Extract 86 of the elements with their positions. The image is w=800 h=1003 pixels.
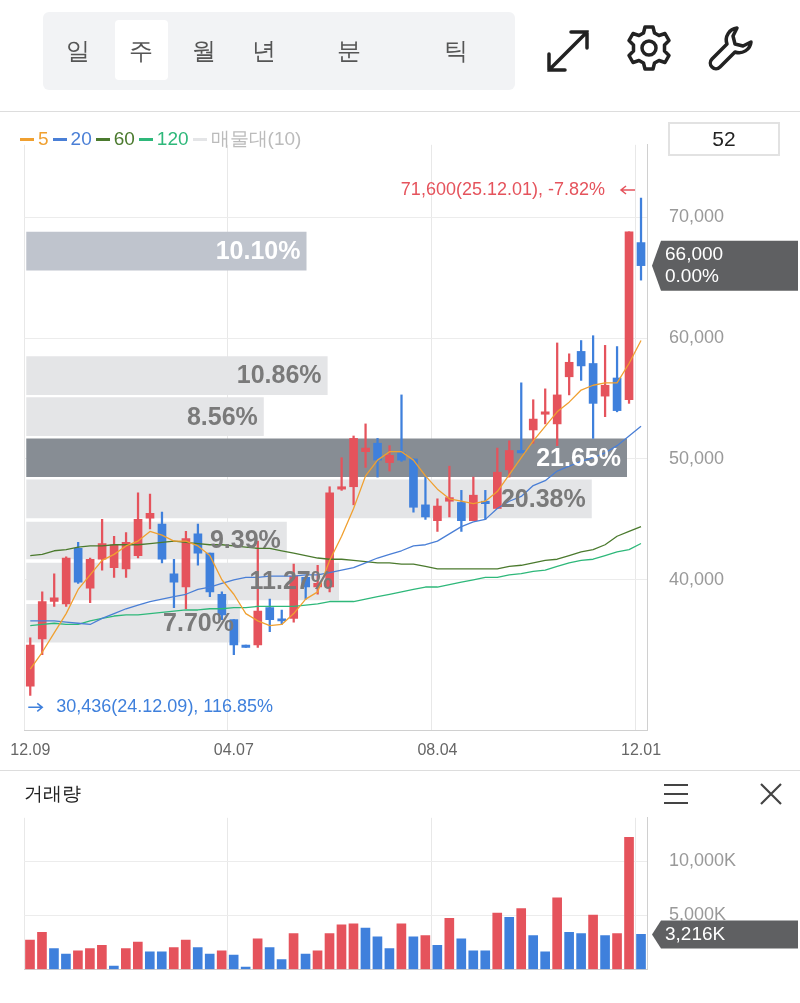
bar [73,950,83,970]
bar [85,948,95,970]
bar [540,951,550,970]
y-tick-label: 5,000K [669,904,727,925]
bar [528,935,539,970]
bar [564,932,574,970]
text: 3,216K [665,922,726,944]
text: 52 [668,122,780,156]
bar [444,918,455,970]
bar [348,923,359,970]
bar [204,953,215,970]
x-tick-label: 12.01 [620,740,662,758]
bar [396,923,407,970]
x-tick-label: 04.07 [213,740,254,758]
band-label: 10.86% [236,360,322,389]
bar [504,916,515,970]
bar [552,897,562,970]
band-label: 10.10% [215,236,301,265]
bar [300,953,311,970]
bar [576,933,586,970]
bar [264,947,275,970]
text: 66,000 0.00% [665,242,724,286]
candlestick [445,465,454,518]
bar [97,945,107,970]
bar [600,935,610,970]
bar [144,951,155,970]
bar [49,948,59,970]
bar [192,947,203,970]
bar [516,908,527,970]
bar [276,959,287,970]
legend-label: 60 [112,128,135,150]
band-label: 21.65% [536,442,621,471]
legend-label: 20 [69,128,92,150]
bar [180,939,191,970]
candlestick [337,457,346,491]
bar [360,927,371,970]
bar [588,914,598,970]
bar [168,947,179,970]
bar [25,939,35,970]
annotation: 매물대(10) [209,127,302,151]
bar [216,950,227,970]
bar [480,950,491,970]
bar [612,933,622,970]
bar [636,934,646,970]
bar [384,948,395,970]
bar [132,941,143,970]
text: 월 [191,36,217,66]
bar [61,953,71,970]
text: 분 [336,36,362,66]
text: 틱 [443,36,469,66]
bar [312,950,323,970]
bar [288,933,299,970]
x-tick-label: 12.09 [10,740,51,758]
bar [37,932,47,970]
bar [432,945,443,970]
y-tick-label: 70,000 [669,206,725,227]
bar [492,912,503,970]
y-tick-label: 60,000 [669,327,725,348]
bar [121,948,131,970]
y-tick-label: 40,000 [669,568,725,589]
bar [420,935,431,970]
y-tick-label: 50,000 [669,447,725,468]
bar [468,950,479,970]
bar [228,954,239,970]
text: 년 [251,36,277,66]
annotation: 30,436(24.12.09), 116.85% [56,696,274,717]
x-tick-label: 08.04 [417,740,458,758]
bar [456,938,467,970]
y-tick-label: 10,000K [669,850,737,871]
band-label: 9.39% [209,525,281,554]
legend-label: 5 [37,128,49,150]
legend-label: 120 [155,128,189,150]
text: 주 [128,36,154,66]
bar [336,924,347,970]
bar [324,933,335,970]
bar [624,836,634,970]
bar [156,951,167,970]
band-label: 8.56% [186,401,258,430]
text: 일 [65,36,91,66]
bar [372,936,383,970]
candlestick [421,476,430,520]
bar [408,936,419,970]
bar [252,938,263,970]
annotation: 71,600(25.12.01), -7.82% [400,178,606,199]
chart-title: 거래량 [24,782,81,804]
candlestick [361,423,370,468]
